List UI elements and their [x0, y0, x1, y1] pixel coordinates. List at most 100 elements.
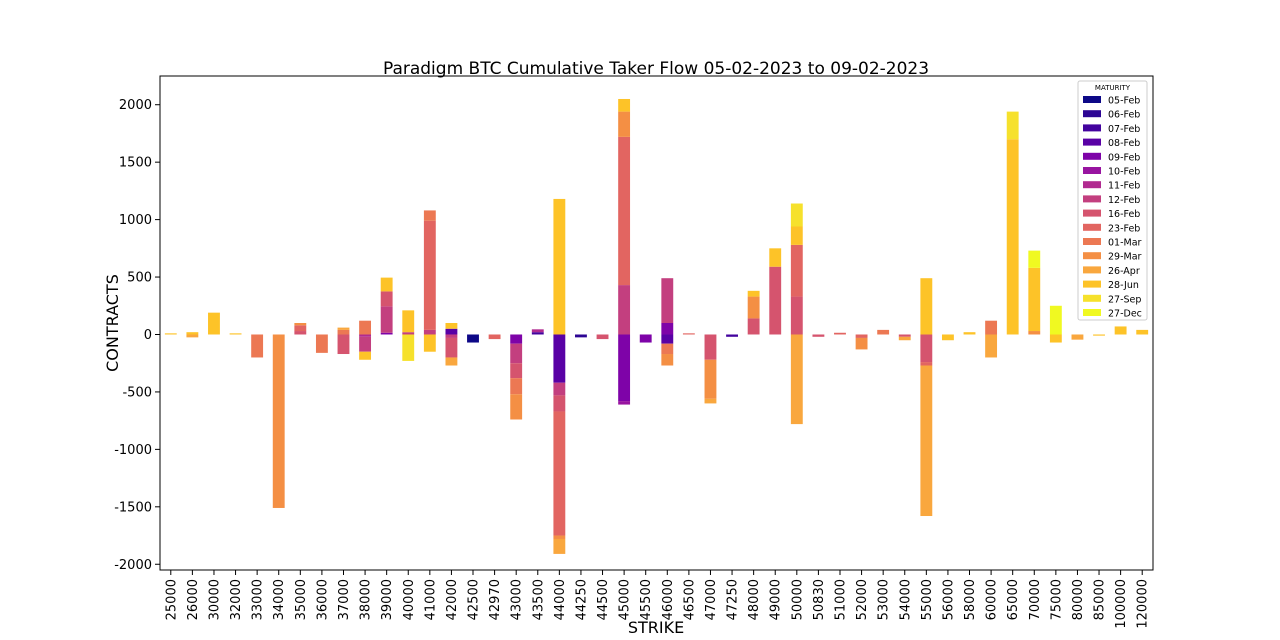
- x-tick-label: 42970: [488, 579, 503, 620]
- bar-55000-16-Feb: [920, 334, 933, 363]
- bar-37000-01-Mar: [337, 329, 350, 335]
- x-tick-label: 40000: [402, 579, 417, 620]
- x-tick-label: 36000: [315, 579, 330, 620]
- x-tick-label: 42000: [445, 579, 460, 620]
- bar-42500-05-Feb: [467, 334, 479, 343]
- bar-41000-12-Feb: [423, 329, 436, 335]
- x-tick-label: 34000: [272, 579, 287, 620]
- bar-39000-09-Feb: [380, 332, 393, 335]
- bar-42000-08-Feb: [445, 328, 458, 335]
- bar-60000-01-Mar: [985, 320, 998, 335]
- bar-60000-26-Apr: [985, 334, 998, 358]
- bar-48000-16-Feb: [747, 318, 760, 335]
- legend-label-12-Feb: 12-Feb: [1108, 195, 1140, 206]
- bar-44000-29-Mar: [553, 535, 566, 539]
- x-tick-label: 37000: [337, 579, 352, 620]
- legend-label-16-Feb: 16-Feb: [1108, 209, 1140, 220]
- bar-80000-26-Apr: [1071, 334, 1084, 340]
- bar-120000-28-Jun: [1136, 329, 1149, 335]
- x-tick-label: 44000: [553, 579, 568, 620]
- x-tick-label: 46000: [661, 579, 676, 620]
- bar-45000-23-Feb: [618, 136, 631, 286]
- bar-26000-28-Jun: [186, 332, 199, 335]
- bar-44000-26-Apr: [553, 538, 566, 554]
- x-tick-label: 44250: [574, 579, 589, 620]
- legend-label-29-Mar: 29-Mar: [1108, 252, 1142, 263]
- x-tick-label: 43000: [510, 579, 525, 620]
- x-tick-label: 52000: [855, 579, 870, 620]
- bar-45500-09-Feb: [639, 334, 652, 343]
- bar-46000-08-Feb: [661, 334, 674, 344]
- legend-swatch-26-Apr: [1083, 266, 1101, 274]
- bar-46000-01-Mar: [661, 343, 674, 355]
- legend-swatch-05-Feb: [1083, 96, 1101, 103]
- bar-33000-01-Mar: [251, 334, 264, 358]
- bar-41000-28-Jun: [423, 334, 436, 352]
- x-tick-label: 50000: [790, 579, 805, 620]
- bar-35000-23-Feb: [294, 325, 307, 332]
- x-tick-label: 41000: [423, 579, 438, 620]
- x-tick-label: 70000: [1028, 579, 1043, 620]
- legend-swatch-08-Feb: [1083, 138, 1101, 146]
- bar-35000-16-Feb: [294, 331, 307, 335]
- bar-45000-29-Mar: [618, 111, 631, 137]
- bar-35000-29-Mar: [294, 323, 307, 326]
- bar-40000-27-Sep: [402, 334, 415, 361]
- legend-swatch-09-Feb: [1083, 152, 1101, 160]
- x-tick-label: 48000: [747, 579, 762, 620]
- bar-42000-26-Apr: [445, 357, 458, 366]
- bar-45000-28-Jun: [618, 98, 631, 112]
- y-tick-label: 1000: [119, 213, 152, 228]
- x-tick-label: 47000: [704, 579, 719, 620]
- legend-title: MATURITY: [1095, 84, 1131, 92]
- y-tick-label: 2000: [119, 98, 152, 113]
- bar-52000-29-Mar: [855, 337, 868, 350]
- bar-54000-26-Apr: [898, 336, 911, 341]
- y-tick-label: -1500: [114, 500, 152, 515]
- legend-swatch-27-Dec: [1083, 309, 1101, 316]
- bar-36000-01-Mar: [315, 334, 328, 353]
- x-tick-label: 32000: [229, 579, 244, 620]
- bar-48000-29-Mar: [747, 296, 760, 319]
- bar-51000-23-Feb: [834, 332, 846, 335]
- bar-65000-27-Sep: [1006, 111, 1019, 140]
- legend-swatch-11-Feb: [1083, 181, 1101, 189]
- x-tick-label: 42500: [467, 579, 482, 620]
- x-tick-label: 25000: [164, 579, 179, 620]
- bar-50000-26-Apr: [790, 334, 803, 425]
- bar-49000-28-Jun: [769, 248, 782, 267]
- bar-85000-28-Jun: [1093, 334, 1105, 336]
- bar-50000-23-Feb: [790, 244, 803, 297]
- bar-47000-16-Feb: [704, 334, 717, 360]
- bar-44000-28-Jun: [553, 198, 566, 335]
- y-tick-label: 0: [144, 328, 152, 343]
- x-tick-label: 44500: [596, 579, 611, 620]
- x-tick-label: 35000: [294, 579, 309, 620]
- bar-32000-28-Jun: [229, 333, 242, 335]
- bar-44250-06-Feb: [575, 334, 587, 338]
- legend-swatch-01-Mar: [1083, 238, 1101, 245]
- bar-37000-26-Apr: [337, 327, 350, 330]
- x-tick-label: 75000: [1049, 579, 1064, 620]
- x-tick-label: 50830: [812, 579, 827, 620]
- bar-38000-01-Mar: [359, 320, 372, 335]
- x-tick-label: 46500: [682, 579, 697, 620]
- bar-70000-28-Jun: [1028, 267, 1041, 332]
- bar-44000-16-Feb: [553, 395, 566, 412]
- legend-label-27-Dec: 27-Dec: [1108, 309, 1142, 320]
- bar-46500-23-Feb: [682, 333, 695, 335]
- bar-46000-09-Feb: [661, 323, 674, 335]
- x-tick-label: 45000: [618, 579, 633, 620]
- bar-56000-28-Jun: [941, 334, 954, 341]
- plot-frame: [159, 75, 1154, 571]
- legend-swatch-07-Feb: [1083, 124, 1101, 132]
- bar-42000-12-Feb: [445, 334, 458, 338]
- y-tick-label: -2000: [114, 558, 152, 573]
- legend-swatch-23-Feb: [1083, 223, 1101, 231]
- bar-41000-01-Mar: [423, 210, 436, 221]
- bar-47000-26-Apr: [704, 398, 717, 404]
- bar-39000-12-Feb: [380, 306, 393, 333]
- x-tick-label: 47250: [726, 579, 741, 620]
- x-tick-label: 38000: [359, 579, 374, 620]
- x-tick-label: 85000: [1093, 579, 1108, 620]
